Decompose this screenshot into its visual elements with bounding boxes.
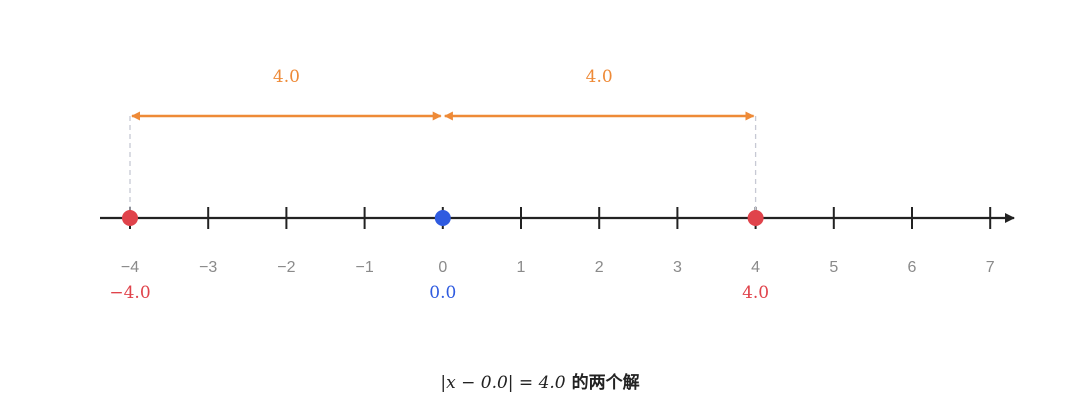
caption: |x − 0.0| = 4.0 的两个解 <box>0 368 1080 393</box>
solution-point <box>122 210 138 226</box>
axis-tick-label: 6 <box>908 259 917 276</box>
distance-label: 4.0 <box>586 67 613 87</box>
distance-arrows: 4.0 4.0 <box>131 67 755 121</box>
axis-tick-label: 1 <box>517 259 526 276</box>
distance-label: 4.0 <box>273 67 300 87</box>
axis-tick-labels: −4 −3 −2 −1 0 1 2 3 4 5 6 7 <box>121 259 995 276</box>
axis-tick-label: −2 <box>277 259 295 276</box>
point-value-labels: −4.0 4.0 0.0 <box>109 283 769 303</box>
solution-point <box>747 210 764 226</box>
axis-tick-label: 5 <box>829 259 838 276</box>
axis-tick-label: −3 <box>199 259 217 276</box>
axis-tick-label: −4 <box>121 259 139 276</box>
axis-tick-label: 3 <box>673 259 682 276</box>
caption-suffix: 的两个解 <box>571 373 640 393</box>
axis-tick-label: 0 <box>438 259 447 276</box>
caption-equation: |x − 0.0| = 4.0 <box>440 373 566 393</box>
solution-point-label: −4.0 <box>109 283 150 303</box>
axis-tick-label: −1 <box>355 259 373 276</box>
axis-tick-label: 2 <box>595 259 604 276</box>
center-point <box>434 210 451 226</box>
guide-lines <box>129 116 757 210</box>
center-point-label: 0.0 <box>429 283 456 303</box>
points <box>122 210 764 226</box>
axis-tick-label: 4 <box>751 259 760 276</box>
axis-tick-label: 7 <box>986 259 995 276</box>
solution-point-label: 4.0 <box>742 283 769 303</box>
